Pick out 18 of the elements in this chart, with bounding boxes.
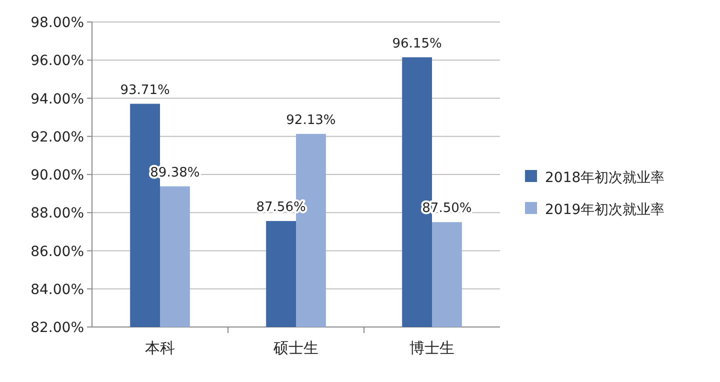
y-tick-label: 98.00% [30, 15, 84, 31]
y-tick-label: 94.00% [30, 91, 84, 108]
data-label: 87.56% [256, 200, 306, 216]
data-label: 96.15% [392, 36, 442, 52]
legend-label: 2019年初次就业率 [545, 202, 665, 218]
y-tick-label: 92.00% [30, 129, 84, 146]
legend-label: 2018年初次就业率 [545, 170, 665, 186]
y-tick-label: 88.00% [30, 206, 84, 222]
y-tick-label: 84.00% [30, 282, 84, 298]
y-tick-label: 90.00% [30, 168, 84, 184]
y-tick-label: 86.00% [30, 244, 84, 260]
data-label: 93.71% [120, 82, 170, 98]
x-tick-label: 本科 [145, 339, 175, 357]
y-tick-label: 82.00% [30, 320, 84, 336]
data-label: 92.13% [286, 112, 336, 128]
x-tick-label: 博士生 [410, 339, 454, 357]
y-tick-label: 96.00% [30, 53, 84, 70]
x-tick-label: 硕士生 [272, 339, 318, 357]
